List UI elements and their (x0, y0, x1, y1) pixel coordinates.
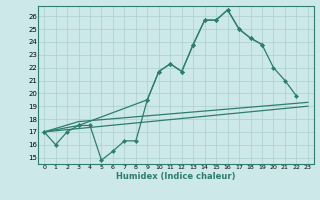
X-axis label: Humidex (Indice chaleur): Humidex (Indice chaleur) (116, 172, 236, 181)
